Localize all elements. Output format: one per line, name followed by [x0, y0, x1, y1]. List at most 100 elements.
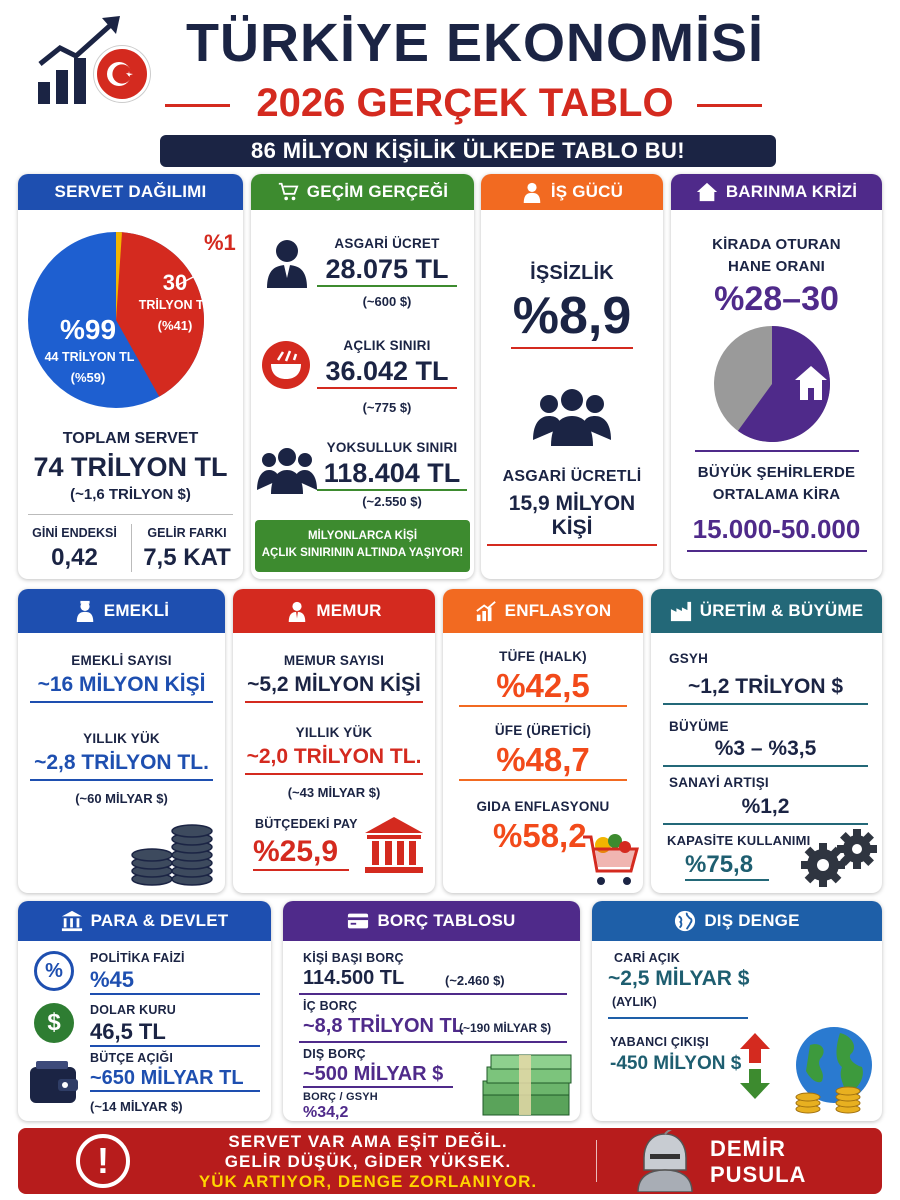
policy-rate-value: %45	[90, 967, 260, 995]
servant-burden-usd: (~43 MİLYAR $)	[287, 785, 381, 800]
renter-value: %28–30	[714, 280, 839, 318]
current-account-period: (AYLIK)	[612, 995, 657, 1009]
gdp-label: GSYH	[669, 651, 709, 666]
food-inflation-label: GIDA ENFLASYONU	[476, 799, 610, 814]
living-cost-footer: MİLYONLARCA KİŞİ AÇLIK SINIRININ ALTINDA…	[255, 520, 470, 572]
money-state-title: PARA & DEVLET	[90, 911, 229, 930]
money-state-card: PARA & DEVLET % POLİTİKA FAİZİ %45 $ DOL…	[18, 901, 271, 1121]
footer-banner: ! SERVET VAR AMA EŞİT DEĞİL. GELİR DÜŞÜK…	[18, 1128, 882, 1194]
servant-count-label: MEMUR SAYISI	[283, 653, 385, 668]
foreign-outflow-label: YABANCI ÇIKIŞI	[610, 1035, 709, 1049]
wealth-top-pct: %1	[204, 230, 236, 255]
living-cost-footer-line2: AÇLIK SINIRININ ALTINDA YAŞIYOR!	[261, 547, 464, 559]
ppi-label: ÜFE (ÜRETİCİ)	[494, 723, 592, 738]
total-wealth-value: 74 TRİLYON TL	[33, 452, 228, 482]
internal-debt-value: ~8,8 TRİLYON TL	[303, 1015, 464, 1037]
coins-icon	[131, 824, 213, 886]
housing-divider	[695, 450, 859, 452]
budget-deficit-usd: (~14 MİLYAR $)	[90, 1099, 183, 1114]
living-cost-footer-line1: MİLYONLARCA KİŞİ	[307, 530, 418, 542]
poverty-line-value: 118.404 TL	[317, 458, 467, 491]
tagline-banner: 86 MİLYON KİŞİLİK ÜLKEDE TABLO BU!	[160, 135, 776, 167]
usd-rate-value: 46,5 TL	[90, 1019, 260, 1047]
production-card-header: ÜRETİM & BÜYÜME	[651, 589, 882, 633]
renter-pie-chart	[714, 326, 831, 442]
pie-slice-top	[116, 232, 205, 397]
policy-rate-label: POLİTİKA FAİZİ	[90, 951, 185, 965]
living-cost-title: GEÇİM GERÇEĞİ	[306, 182, 449, 201]
budget-share-label: BÜTÇEDEKİ PAY	[255, 817, 358, 831]
poverty-line-label: YOKSULLUK SINIRI	[326, 440, 458, 455]
wealth-top-unit: TRİLYON TL	[138, 298, 212, 312]
min-wage-value: 28.075 TL	[317, 254, 457, 287]
hunger-line-label: AÇLIK SINIRI	[343, 338, 431, 353]
wealth-bottom-share: (%59)	[70, 370, 106, 385]
current-account-value: ~2,5 MİLYAR $	[608, 967, 750, 990]
wealth-pie-chart	[28, 231, 215, 408]
debt-gdp-label: BORÇ / GSYH	[303, 1091, 378, 1103]
capacity-value: %75,8	[685, 851, 769, 881]
rent-value: 15.000-50.000	[692, 514, 861, 544]
production-card: ÜRETİM & BÜYÜME GSYH ~1,2 TRİLYON $ BÜYÜ…	[651, 589, 882, 893]
living-cost-header: GEÇİM GERÇEĞİ	[251, 174, 474, 210]
debt-card-header: BORÇ TABLOSU	[283, 901, 580, 941]
debt-gdp-value: %34,2	[303, 1104, 349, 1121]
current-account-label: CARİ AÇIK	[614, 951, 680, 965]
house-icon	[795, 366, 827, 400]
servant-count-value: ~5,2 MİLYON KİŞİ	[245, 673, 423, 703]
renter-label-1: KİRADA OTURAN	[712, 236, 841, 253]
percent-icon: %	[34, 951, 74, 991]
per-capita-debt-usd: (~2.460 $)	[445, 973, 505, 988]
growth-label: BÜYÜME	[669, 719, 729, 734]
worker-icon	[267, 240, 307, 288]
cash-icon	[482, 1054, 572, 1116]
income-gap-label: GELİR FARKI	[147, 526, 227, 540]
civil-servant-title: MEMUR	[316, 601, 382, 620]
debt-card: BORÇ TABLOSU KİŞİ BAŞI BORÇ 114.500 TL (…	[283, 901, 580, 1121]
industry-growth-label: SANAYİ ARTIŞI	[669, 775, 769, 790]
brand-name-2: PUSULA	[710, 1162, 807, 1187]
external-rule	[608, 1017, 748, 1019]
alert-icon: !	[76, 1134, 130, 1188]
growth-value: %3 – %3,5	[663, 737, 868, 767]
budget-deficit-label: BÜTÇE AÇIĞI	[90, 1051, 173, 1065]
external-debt-label: DIŞ BORÇ	[303, 1047, 366, 1061]
brand-name-1: DEMİR	[710, 1136, 786, 1161]
footer-line-2: GELİR DÜŞÜK, GİDER YÜKSEK.	[224, 1152, 512, 1171]
food-inflation-value: %58,2	[493, 817, 587, 854]
debt-rule-1	[299, 993, 567, 995]
pie-slice-sliver	[116, 231, 122, 320]
total-wealth-label: TOPLAM SERVET	[62, 430, 199, 447]
rent-rule	[687, 550, 867, 552]
retiree-card-title: EMEKLİ	[103, 601, 170, 620]
gdp-value: ~1,2 TRİLYON $	[663, 675, 868, 705]
internal-debt-usd: (~190 MİLYAR $)	[459, 1021, 552, 1035]
budget-share-value: %25,9	[253, 835, 349, 871]
production-card-title: ÜRETİM & BÜYÜME	[699, 601, 864, 620]
civil-servant-card: MEMUR MEMUR SAYISI ~5,2 MİLYON KİŞİ YILL…	[233, 589, 435, 893]
gears-icon	[801, 829, 877, 887]
housing-card-title: BARINMA KRİZİ	[725, 182, 858, 201]
officer-icon	[289, 601, 306, 622]
wealth-card-title: SERVET DAĞILIMI	[54, 182, 207, 201]
title-rule-left	[165, 104, 230, 107]
external-balance-header: DIŞ DENGE	[592, 901, 882, 941]
footer-divider	[596, 1140, 597, 1182]
inflation-card-title: ENFLASYON	[504, 601, 612, 620]
labor-card-title: İŞ GÜCÜ	[550, 182, 624, 201]
building-icon	[365, 817, 423, 873]
wealth-card: SERVET DAĞILIMI %1 30 TRİLYON TL (%41) %…	[18, 174, 243, 579]
retiree-card: EMEKLİ EMEKLİ SAYISI ~16 MİLYON KİŞİ YIL…	[18, 589, 225, 893]
chart-up-icon	[36, 14, 124, 108]
growth-icon	[475, 601, 496, 622]
wealth-bottom-pct: %99	[59, 314, 117, 345]
worker-icon	[523, 182, 541, 203]
housing-card-header: BARINMA KRİZİ	[671, 174, 882, 210]
retiree-card-header: EMEKLİ	[18, 589, 225, 633]
debt-rule-2	[299, 1041, 567, 1043]
ppi-value: %48,7	[459, 741, 627, 781]
unemployment-value: %8,9	[512, 287, 632, 345]
unemployment-rule	[511, 347, 633, 349]
poverty-line-usd: (~2.550 $)	[362, 494, 422, 509]
servant-burden-label: YILLIK YÜK	[295, 725, 373, 740]
